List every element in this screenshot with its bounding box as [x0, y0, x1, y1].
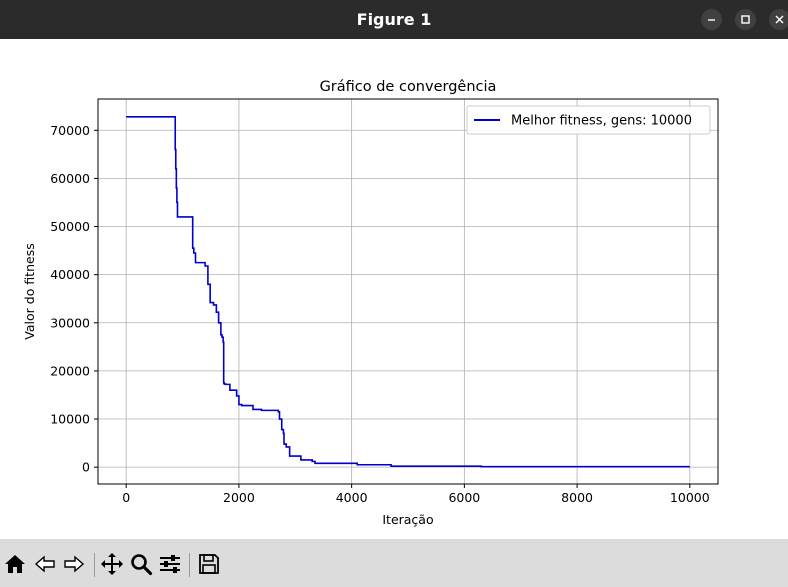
- zoom-button[interactable]: [128, 551, 154, 577]
- back-arrow-icon: [34, 555, 55, 573]
- forward-arrow-icon: [64, 555, 85, 573]
- window-titlebar: Figure 1: [0, 0, 788, 39]
- y-tick-label: 30000: [50, 315, 90, 330]
- plot-frame: [97, 98, 719, 485]
- back-button[interactable]: [32, 551, 58, 577]
- y-tick-label: 50000: [50, 219, 90, 234]
- toolbar-separator: [189, 553, 190, 577]
- pan-button[interactable]: [99, 551, 125, 577]
- x-tick-label: 0: [122, 490, 130, 505]
- series-line: [126, 116, 690, 468]
- configure-subplots-button[interactable]: [157, 551, 183, 577]
- grid-lines: [98, 99, 718, 484]
- y-tick-label: 20000: [50, 363, 90, 378]
- y-tick-label: 40000: [50, 267, 90, 282]
- y-tick-label: 70000: [50, 123, 90, 138]
- window-title: Figure 1: [356, 10, 432, 29]
- close-icon: [775, 15, 784, 24]
- home-button[interactable]: [2, 551, 28, 577]
- home-icon: [5, 555, 25, 573]
- y-tick-label: 10000: [50, 412, 90, 427]
- save-floppy-icon: [199, 554, 219, 574]
- x-tick-label: 2000: [223, 490, 255, 505]
- y-tick-label: 60000: [50, 171, 90, 186]
- x-axis-label: Iteração: [382, 512, 433, 527]
- save-button[interactable]: [196, 551, 222, 577]
- zoom-magnifier-icon: [131, 554, 153, 576]
- x-tick-label: 4000: [336, 490, 368, 505]
- x-tick-label: 8000: [561, 490, 593, 505]
- axis-ticks: 0 2000 4000 6000 8000 10000 0 10000 20000 30000 40…: [50, 123, 710, 505]
- close-button[interactable]: [769, 9, 788, 30]
- toolbar-separator: [94, 553, 95, 577]
- y-tick-label: 0: [82, 460, 90, 475]
- legend-entry-label: Melhor fitness, gens: 10000: [511, 114, 692, 129]
- x-tick-label: 6000: [448, 490, 480, 505]
- maximize-button[interactable]: [735, 9, 756, 30]
- convergence-chart: 0 2000 4000 6000 8000 10000 0 10000 20000 30000 40…: [22, 79, 719, 527]
- legend: Melhor fitness, gens: 10000: [466, 105, 711, 135]
- chart-title: Gráfico de convergência: [320, 79, 497, 95]
- figure-toolbar: [0, 539, 788, 587]
- figure-canvas[interactable]: 0 2000 4000 6000 8000 10000 0 10000 20000 30000 40…: [0, 39, 788, 539]
- y-axis-label: Valor do fitness: [22, 243, 37, 339]
- series-lines: [126, 116, 690, 468]
- forward-button[interactable]: [61, 551, 87, 577]
- x-tick-label: 10000: [670, 490, 710, 505]
- configure-subplots-icon: [160, 555, 180, 573]
- pan-move-icon: [101, 553, 123, 575]
- maximize-icon: [741, 15, 750, 24]
- minimize-button[interactable]: [701, 9, 722, 30]
- legend-box: [466, 105, 711, 135]
- minimize-icon: [708, 19, 715, 21]
